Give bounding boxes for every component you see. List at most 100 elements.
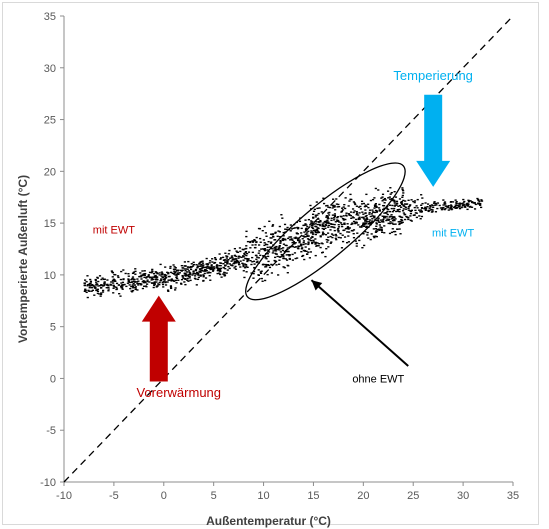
- data-point: [282, 266, 285, 268]
- data-point: [172, 273, 176, 275]
- data-point: [276, 255, 279, 258]
- data-point: [377, 207, 381, 209]
- data-point: [455, 204, 458, 207]
- data-point: [391, 219, 395, 222]
- data-point: [215, 265, 218, 267]
- data-point: [433, 201, 436, 203]
- data-point: [331, 223, 334, 226]
- data-point: [201, 269, 204, 272]
- data-point: [337, 203, 340, 206]
- data-point: [175, 282, 178, 284]
- data-point: [420, 204, 423, 206]
- data-point: [196, 266, 199, 268]
- data-point: [188, 266, 191, 269]
- data-point: [121, 284, 124, 286]
- data-point: [400, 201, 403, 204]
- data-point: [225, 257, 228, 259]
- data-point: [133, 278, 136, 281]
- data-point: [291, 239, 294, 241]
- data-point: [346, 226, 350, 228]
- data-point: [237, 262, 240, 264]
- data-point: [100, 284, 103, 286]
- data-point: [188, 277, 191, 279]
- data-point: [398, 215, 401, 217]
- data-point: [340, 223, 343, 226]
- data-point: [136, 289, 139, 291]
- data-point: [158, 272, 161, 274]
- data-point: [377, 219, 380, 221]
- data-point: [141, 287, 145, 290]
- data-point: [317, 231, 320, 233]
- data-point: [199, 270, 202, 272]
- data-point: [163, 273, 167, 276]
- data-point: [111, 280, 115, 282]
- data-point: [188, 275, 191, 277]
- data-point: [374, 235, 377, 237]
- data-point: [372, 235, 375, 238]
- data-point: [226, 263, 229, 265]
- data-point: [292, 227, 295, 229]
- data-point: [115, 282, 119, 285]
- data-point: [309, 204, 312, 207]
- data-point: [367, 237, 370, 239]
- data-point: [298, 240, 301, 243]
- data-point: [259, 254, 262, 257]
- data-point: [361, 216, 364, 219]
- data-point: [358, 216, 361, 218]
- data-point: [190, 263, 193, 265]
- data-point: [264, 257, 267, 259]
- data-point: [238, 264, 241, 266]
- data-point: [174, 268, 177, 271]
- data-point: [243, 263, 246, 265]
- data-point: [325, 215, 328, 217]
- data-point: [349, 211, 353, 213]
- data-point: [189, 272, 192, 274]
- data-point: [419, 218, 422, 220]
- data-point: [410, 199, 413, 201]
- data-point: [205, 266, 208, 268]
- data-point: [254, 254, 258, 257]
- data-point: [442, 206, 445, 209]
- data-point: [160, 275, 163, 277]
- data-point: [343, 203, 346, 206]
- data-point: [401, 194, 404, 197]
- data-point: [392, 199, 396, 201]
- data-point: [314, 223, 317, 225]
- ohne-ewt-pointer-head: [311, 280, 323, 291]
- data-point: [383, 197, 387, 200]
- data-point: [336, 216, 340, 218]
- data-point: [398, 228, 401, 230]
- data-point: [183, 281, 186, 283]
- data-point: [314, 254, 317, 257]
- data-point: [96, 288, 99, 291]
- data-point: [311, 224, 314, 227]
- data-point: [277, 247, 281, 249]
- data-point: [300, 227, 303, 230]
- data-point: [112, 292, 115, 294]
- data-point: [356, 232, 359, 234]
- data-point: [184, 283, 187, 286]
- data-point: [139, 283, 142, 285]
- data-point: [112, 287, 115, 289]
- data-point: [353, 210, 356, 212]
- data-point: [174, 279, 178, 282]
- data-point: [421, 197, 424, 199]
- data-point: [288, 236, 291, 238]
- data-point: [400, 203, 404, 205]
- data-point: [95, 284, 98, 286]
- data-point: [381, 220, 385, 222]
- data-point: [371, 220, 374, 222]
- data-point: [152, 276, 155, 278]
- data-point: [262, 239, 265, 241]
- data-point: [175, 275, 178, 277]
- data-point: [373, 197, 376, 199]
- data-point: [319, 221, 322, 223]
- data-point: [144, 272, 147, 275]
- data-point: [84, 279, 87, 281]
- data-point: [454, 199, 457, 201]
- data-point: [416, 198, 419, 201]
- data-point: [381, 193, 385, 196]
- data-point: [246, 260, 249, 263]
- data-point: [355, 222, 358, 224]
- data-point: [374, 209, 378, 212]
